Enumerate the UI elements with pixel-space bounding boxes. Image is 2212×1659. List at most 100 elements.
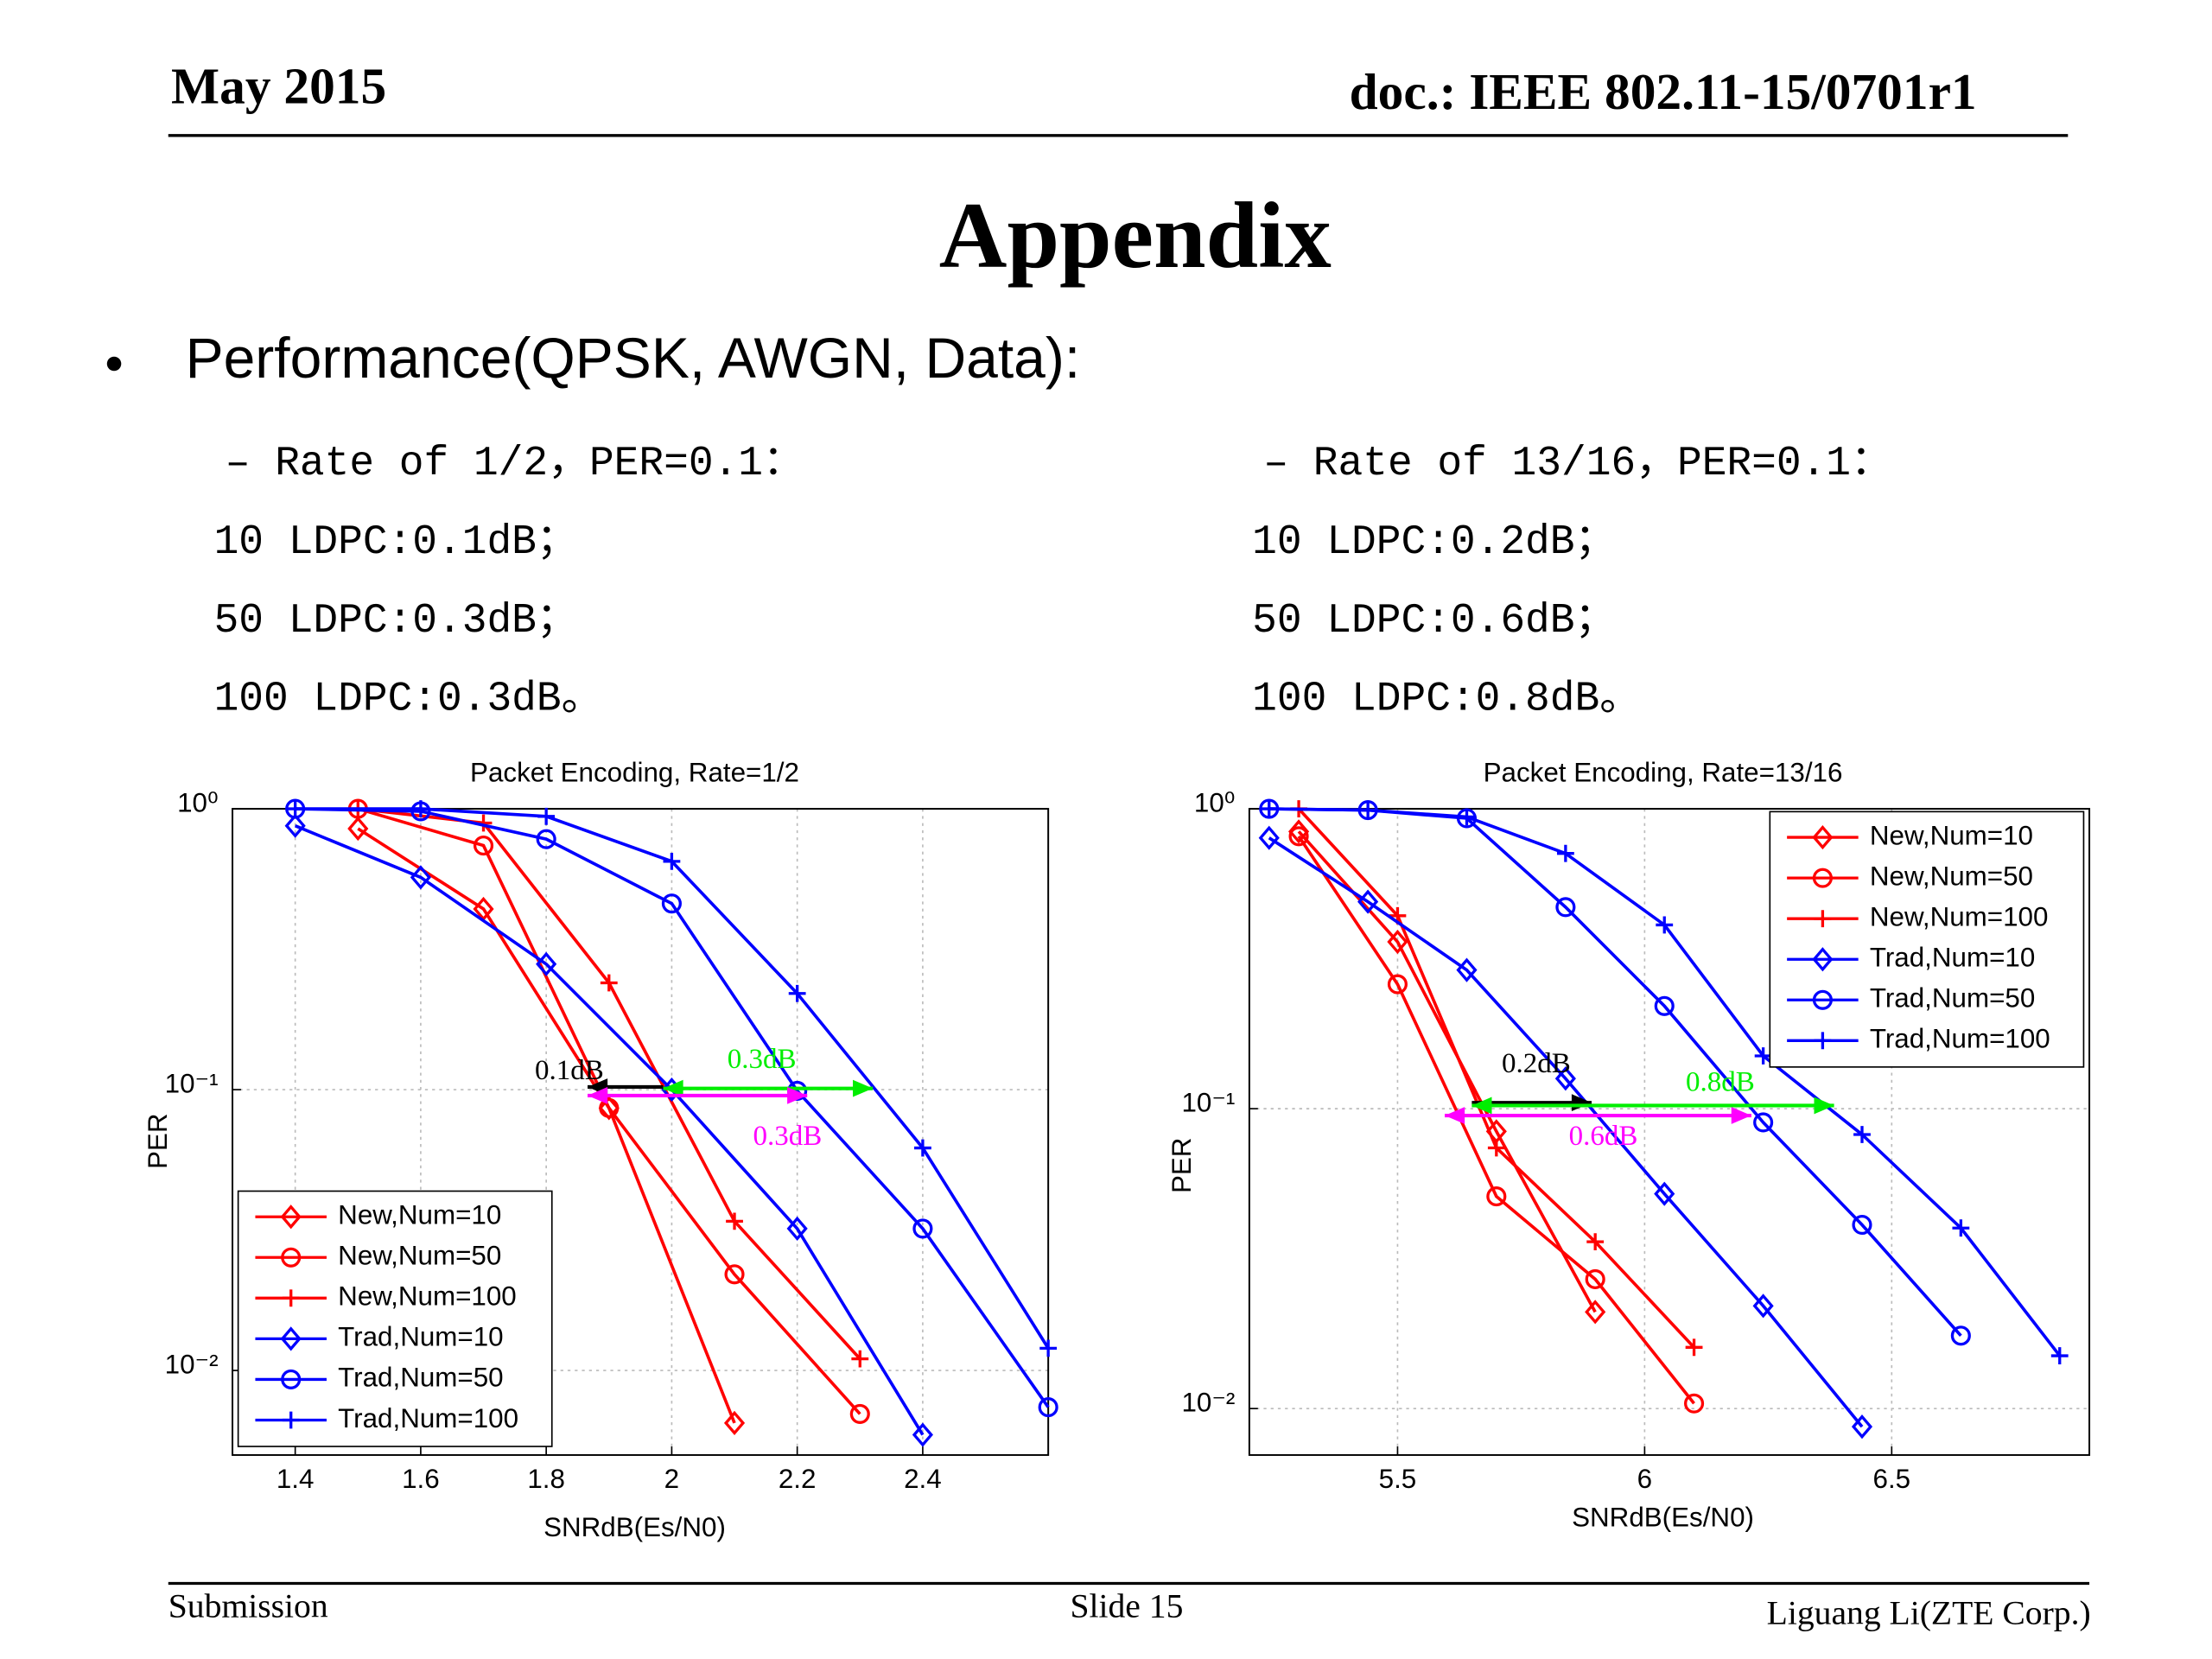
arrow-head: [588, 1086, 608, 1104]
marker: [1554, 1066, 1576, 1091]
arrow-head: [1471, 1096, 1492, 1115]
note: – Rate of 13/16，PER=0.1：: [1263, 441, 1892, 487]
y-tick-label: 10⁻¹: [165, 1068, 219, 1098]
arrow-head: [663, 1079, 683, 1097]
marker: [1814, 1032, 1832, 1050]
marker: [1812, 868, 1833, 888]
series-line: [1268, 836, 1864, 1428]
series-line: [1297, 830, 1597, 1313]
marker: [912, 1422, 933, 1447]
marker: [537, 807, 556, 825]
marker: [1752, 1294, 1774, 1319]
marker: [280, 1205, 302, 1230]
plot-frame: [1248, 808, 2091, 1456]
note: 50 LDPC:0.6dB；: [1252, 598, 1616, 645]
marker: [1656, 916, 1674, 934]
marker: [1555, 897, 1576, 918]
x-tick-label: 6: [1637, 1464, 1652, 1494]
marker: [1812, 824, 1834, 850]
marker: [1359, 801, 1377, 819]
x-tick-label: 2: [664, 1464, 679, 1494]
marker: [347, 816, 369, 842]
annotation: 0.8dB: [1686, 1066, 1755, 1097]
legend-label: New,Num=100: [338, 1281, 517, 1312]
marker: [1654, 995, 1675, 1016]
marker: [1357, 889, 1379, 914]
marker: [1456, 957, 1478, 982]
marker: [1387, 974, 1408, 995]
marker: [1585, 1268, 1605, 1290]
bullet-text: Performance(QPSK, AWGN, Data):: [186, 326, 1081, 390]
y-axis-label: PER: [143, 1113, 173, 1168]
marker: [1685, 1338, 1703, 1357]
marker: [473, 836, 494, 856]
series-line: [357, 807, 861, 1415]
x-axis-label: SNRdB(Es/N0): [1572, 1502, 1754, 1532]
annotation: 0.2dB: [1502, 1048, 1571, 1079]
x-tick-label: 5.5: [1379, 1464, 1417, 1494]
marker: [1039, 1339, 1058, 1357]
marker: [410, 865, 431, 890]
arrow-head: [1814, 1096, 1834, 1115]
footer-right: Liguang Li(ZTE Corp.): [1767, 1594, 2091, 1632]
legend-label: Trad,Num=50: [1870, 983, 2035, 1014]
y-tick-label: 10⁻²: [1181, 1387, 1235, 1417]
marker: [849, 1403, 870, 1424]
note: 100 LDPC:0.8dB。: [1252, 677, 1641, 723]
marker: [1812, 947, 1834, 972]
marker: [663, 852, 681, 870]
footer-left: Submission: [168, 1586, 328, 1624]
header-doc: doc.: IEEE 802.11-15/0701r1: [1350, 63, 1977, 120]
marker: [786, 1216, 808, 1241]
x-tick-label: 2.4: [904, 1464, 942, 1494]
marker: [1556, 844, 1574, 862]
marker: [1754, 1047, 1772, 1065]
legend-label: Trad,Num=100: [338, 1403, 518, 1433]
marker: [1654, 1181, 1675, 1206]
marker: [282, 1411, 300, 1429]
marker: [788, 984, 806, 1002]
marker: [282, 1289, 300, 1307]
marker: [1288, 826, 1309, 847]
marker: [1851, 1414, 1873, 1440]
y-tick-label: 10⁻¹: [1181, 1087, 1235, 1117]
legend-label: Trad,Num=50: [338, 1363, 503, 1393]
marker: [599, 1097, 620, 1118]
note: 100 LDPC:0.3dB。: [214, 677, 603, 723]
legend-label: New,Num=50: [338, 1241, 501, 1271]
note: 50 LDPC:0.3dB；: [214, 598, 578, 645]
arrow-head: [787, 1086, 808, 1104]
x-tick-label: 6.5: [1873, 1464, 1911, 1494]
y-tick-label: 10⁰: [177, 787, 218, 817]
marker: [280, 1326, 302, 1351]
header-date: May 2015: [171, 57, 386, 114]
marker: [286, 800, 304, 817]
marker: [1258, 825, 1280, 850]
arrow-head: [853, 1079, 874, 1097]
marker: [281, 1369, 302, 1389]
marker: [2050, 1347, 2069, 1364]
plot-frame: [232, 808, 1050, 1456]
x-tick-label: 2.2: [779, 1464, 817, 1494]
marker: [1753, 1112, 1774, 1133]
marker: [912, 1218, 933, 1239]
note: – Rate of 1/2，PER=0.1：: [226, 441, 804, 487]
marker: [1586, 1233, 1605, 1251]
marker: [1684, 1393, 1705, 1414]
marker: [281, 1247, 302, 1268]
marker: [851, 1350, 869, 1368]
marker: [1038, 1397, 1058, 1418]
marker: [536, 829, 556, 849]
marker: [1950, 1325, 1971, 1346]
x-tick-label: 1.4: [276, 1464, 315, 1494]
marker: [1458, 808, 1476, 826]
marker: [726, 1212, 743, 1230]
annotation: 0.3dB: [728, 1044, 797, 1075]
series-line: [294, 824, 925, 1436]
arrow-head: [1731, 1107, 1751, 1124]
chart: 5.5 6 6.5 10⁻² 10⁻¹ 10⁰ Packet Encoding, Rate=…: [1166, 758, 2091, 1532]
marker: [598, 1096, 620, 1121]
chart-title: Packet Encoding, Rate=1/2: [470, 758, 799, 788]
chart-title: Packet Encoding, Rate=13/16: [1484, 758, 1843, 788]
